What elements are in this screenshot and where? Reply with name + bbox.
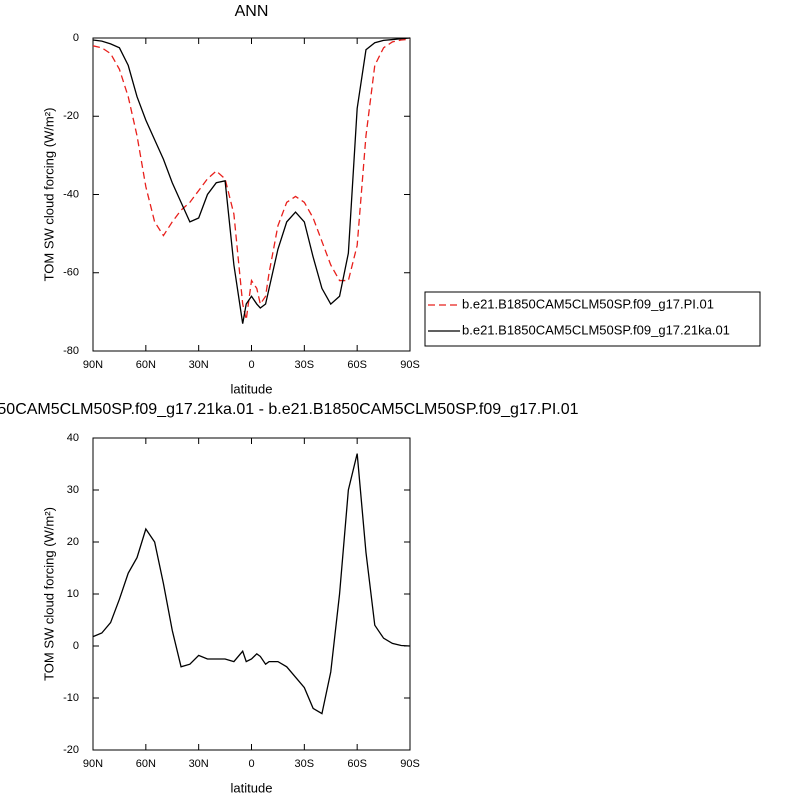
x-axis-title: latitude [231, 780, 273, 795]
y-tick-label: -40 [63, 188, 79, 200]
y-tick-label: 40 [67, 432, 79, 444]
x-tick-label: 30S [295, 359, 315, 371]
y-tick-label: 30 [67, 484, 79, 496]
y-tick-label: -20 [63, 110, 79, 122]
x-tick-label: 90N [83, 758, 103, 770]
x-tick-label: 0 [248, 758, 254, 770]
x-tick-label: 90S [400, 758, 420, 770]
y-axis-title: TOM SW cloud forcing (W/m²) [41, 108, 56, 282]
x-tick-label: 30S [295, 758, 315, 770]
y-tick-label: -80 [63, 345, 79, 357]
series-line [92, 37, 411, 324]
series-line [92, 38, 411, 320]
y-tick-label: 10 [67, 588, 79, 600]
series-line [92, 453, 411, 715]
x-tick-label: 30N [189, 359, 209, 371]
legend-label: b.e21.B1850CAM5CLM50SP.f09_g17.PI.01 [462, 296, 714, 311]
y-tick-label: 0 [73, 32, 79, 44]
x-tick-label: 60N [136, 359, 156, 371]
x-tick-label: 90S [400, 359, 420, 371]
y-tick-label: 0 [73, 640, 79, 652]
legend-label: b.e21.B1850CAM5CLM50SP.f09_g17.21ka.01 [462, 322, 730, 337]
y-axis-title: TOM SW cloud forcing (W/m²) [41, 507, 56, 681]
plot-frame [92, 37, 411, 352]
x-tick-label: 90N [83, 359, 103, 371]
chart-title: ANN [235, 3, 269, 20]
x-tick-label: 30N [189, 758, 209, 770]
x-tick-label: 0 [248, 359, 254, 371]
x-axis-title: latitude [231, 381, 273, 396]
x-tick-label: 60S [347, 758, 367, 770]
x-tick-label: 60N [136, 758, 156, 770]
plot-frame [92, 437, 411, 751]
chart-title: b.e21.B1850CAM5CLM50SP.f09_g17.21ka.01 -… [0, 401, 579, 418]
legend-box [424, 291, 761, 347]
x-tick-label: 60S [347, 359, 367, 371]
y-tick-label: -60 [63, 267, 79, 279]
y-tick-label: -20 [63, 744, 79, 756]
y-tick-label: -10 [63, 692, 79, 704]
y-tick-label: 20 [67, 536, 79, 548]
